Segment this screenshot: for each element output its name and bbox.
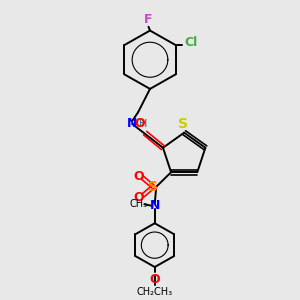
Text: N: N xyxy=(127,117,137,130)
Text: S: S xyxy=(178,117,188,131)
Text: CH₃: CH₃ xyxy=(129,199,147,209)
Text: O: O xyxy=(133,170,144,183)
Text: O: O xyxy=(149,273,160,286)
Text: H: H xyxy=(138,119,147,129)
Text: F: F xyxy=(144,13,153,26)
Text: O: O xyxy=(133,190,144,203)
Text: N: N xyxy=(149,199,160,212)
Text: O: O xyxy=(134,117,145,130)
Text: Cl: Cl xyxy=(185,36,198,49)
Text: CH₂CH₃: CH₂CH₃ xyxy=(137,287,173,297)
Text: S: S xyxy=(148,180,158,194)
